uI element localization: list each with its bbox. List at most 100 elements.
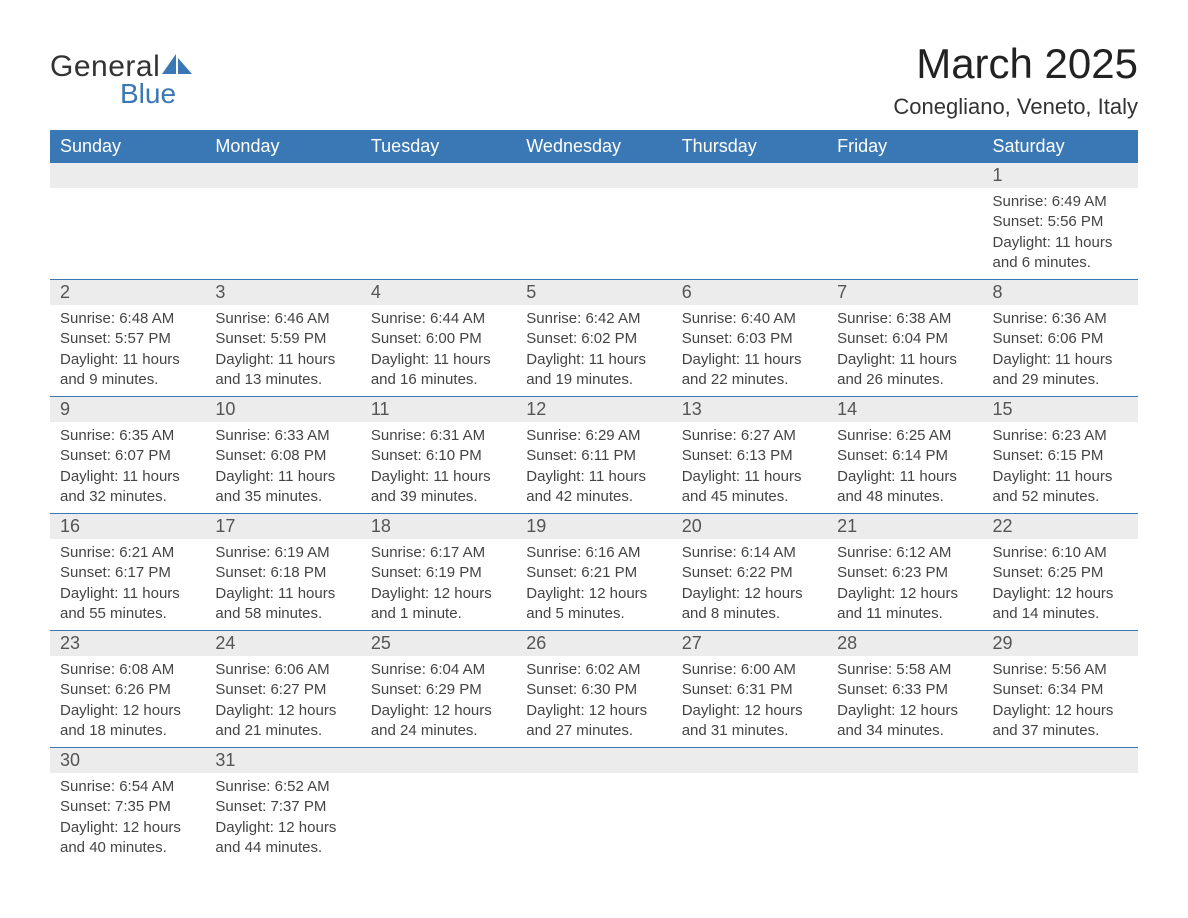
day-number-cell [205,163,360,188]
day-info-cell: Sunrise: 6:29 AMSunset: 6:11 PMDaylight:… [516,422,671,514]
day-number-cell: 5 [516,280,671,306]
day-number-cell: 23 [50,631,205,657]
day-number-cell [672,163,827,188]
day-info-cell: Sunrise: 6:19 AMSunset: 6:18 PMDaylight:… [205,539,360,631]
day-info-cell: Sunrise: 6:02 AMSunset: 6:30 PMDaylight:… [516,656,671,748]
day-info-cell: Sunrise: 6:08 AMSunset: 6:26 PMDaylight:… [50,656,205,748]
day-number-cell: 25 [361,631,516,657]
day-info-cell [672,773,827,864]
day-number-cell [361,163,516,188]
day-info-cell [205,188,360,280]
calendar-table: SundayMondayTuesdayWednesdayThursdayFrid… [50,130,1138,864]
day-info-cell: Sunrise: 6:49 AMSunset: 5:56 PMDaylight:… [983,188,1138,280]
day-info-cell [361,188,516,280]
day-info-cell: Sunrise: 6:06 AMSunset: 6:27 PMDaylight:… [205,656,360,748]
day-info-cell [983,773,1138,864]
day-number-cell [516,748,671,774]
day-info-cell: Sunrise: 6:54 AMSunset: 7:35 PMDaylight:… [50,773,205,864]
day-number-cell: 21 [827,514,982,540]
dayinfo-row: Sunrise: 6:35 AMSunset: 6:07 PMDaylight:… [50,422,1138,514]
daynum-row: 16171819202122 [50,514,1138,540]
day-number-cell [361,748,516,774]
weekday-header: Sunday [50,130,205,163]
logo-text-blue: Blue [120,78,192,110]
daynum-row: 1 [50,163,1138,188]
location: Conegliano, Veneto, Italy [893,94,1138,120]
day-info-cell: Sunrise: 6:23 AMSunset: 6:15 PMDaylight:… [983,422,1138,514]
day-number-cell: 3 [205,280,360,306]
day-info-cell: Sunrise: 6:40 AMSunset: 6:03 PMDaylight:… [672,305,827,397]
day-number-cell: 12 [516,397,671,423]
day-info-cell: Sunrise: 6:31 AMSunset: 6:10 PMDaylight:… [361,422,516,514]
day-number-cell: 24 [205,631,360,657]
daynum-row: 9101112131415 [50,397,1138,423]
dayinfo-row: Sunrise: 6:21 AMSunset: 6:17 PMDaylight:… [50,539,1138,631]
day-number-cell: 8 [983,280,1138,306]
day-number-cell: 14 [827,397,982,423]
day-info-cell: Sunrise: 6:12 AMSunset: 6:23 PMDaylight:… [827,539,982,631]
day-info-cell [50,188,205,280]
day-number-cell: 19 [516,514,671,540]
day-number-cell: 1 [983,163,1138,188]
day-info-cell [827,188,982,280]
day-number-cell: 30 [50,748,205,774]
day-info-cell: Sunrise: 6:52 AMSunset: 7:37 PMDaylight:… [205,773,360,864]
day-info-cell: Sunrise: 6:27 AMSunset: 6:13 PMDaylight:… [672,422,827,514]
day-number-cell [516,163,671,188]
day-number-cell: 29 [983,631,1138,657]
day-number-cell: 9 [50,397,205,423]
day-info-cell: Sunrise: 6:21 AMSunset: 6:17 PMDaylight:… [50,539,205,631]
day-info-cell: Sunrise: 6:44 AMSunset: 6:00 PMDaylight:… [361,305,516,397]
day-info-cell: Sunrise: 6:48 AMSunset: 5:57 PMDaylight:… [50,305,205,397]
weekday-header: Monday [205,130,360,163]
day-info-cell [827,773,982,864]
day-number-cell [672,748,827,774]
weekday-header: Thursday [672,130,827,163]
daynum-row: 3031 [50,748,1138,774]
dayinfo-row: Sunrise: 6:54 AMSunset: 7:35 PMDaylight:… [50,773,1138,864]
day-number-cell: 16 [50,514,205,540]
dayinfo-row: Sunrise: 6:49 AMSunset: 5:56 PMDaylight:… [50,188,1138,280]
day-info-cell: Sunrise: 6:16 AMSunset: 6:21 PMDaylight:… [516,539,671,631]
day-number-cell: 18 [361,514,516,540]
day-number-cell [827,163,982,188]
weekday-header: Tuesday [361,130,516,163]
day-number-cell: 13 [672,397,827,423]
day-number-cell [50,163,205,188]
day-info-cell [516,188,671,280]
day-number-cell: 26 [516,631,671,657]
day-info-cell: Sunrise: 6:14 AMSunset: 6:22 PMDaylight:… [672,539,827,631]
day-info-cell: Sunrise: 6:46 AMSunset: 5:59 PMDaylight:… [205,305,360,397]
logo-sail-icon [162,52,192,81]
logo: General Blue [50,50,192,110]
day-number-cell: 28 [827,631,982,657]
day-info-cell [516,773,671,864]
weekday-header: Friday [827,130,982,163]
day-info-cell: Sunrise: 6:33 AMSunset: 6:08 PMDaylight:… [205,422,360,514]
day-number-cell: 20 [672,514,827,540]
month-title: March 2025 [893,40,1138,88]
day-number-cell: 11 [361,397,516,423]
day-number-cell [827,748,982,774]
day-info-cell: Sunrise: 6:25 AMSunset: 6:14 PMDaylight:… [827,422,982,514]
day-number-cell: 7 [827,280,982,306]
day-number-cell: 27 [672,631,827,657]
day-info-cell: Sunrise: 6:38 AMSunset: 6:04 PMDaylight:… [827,305,982,397]
day-info-cell: Sunrise: 6:35 AMSunset: 6:07 PMDaylight:… [50,422,205,514]
day-number-cell: 2 [50,280,205,306]
day-info-cell: Sunrise: 6:00 AMSunset: 6:31 PMDaylight:… [672,656,827,748]
day-info-cell: Sunrise: 5:58 AMSunset: 6:33 PMDaylight:… [827,656,982,748]
day-info-cell: Sunrise: 6:17 AMSunset: 6:19 PMDaylight:… [361,539,516,631]
day-number-cell: 10 [205,397,360,423]
day-info-cell: Sunrise: 6:04 AMSunset: 6:29 PMDaylight:… [361,656,516,748]
day-number-cell: 17 [205,514,360,540]
day-number-cell: 4 [361,280,516,306]
day-info-cell: Sunrise: 6:36 AMSunset: 6:06 PMDaylight:… [983,305,1138,397]
day-info-cell [361,773,516,864]
day-number-cell: 15 [983,397,1138,423]
day-info-cell: Sunrise: 5:56 AMSunset: 6:34 PMDaylight:… [983,656,1138,748]
day-number-cell [983,748,1138,774]
day-info-cell: Sunrise: 6:10 AMSunset: 6:25 PMDaylight:… [983,539,1138,631]
day-number-cell: 6 [672,280,827,306]
day-number-cell: 22 [983,514,1138,540]
